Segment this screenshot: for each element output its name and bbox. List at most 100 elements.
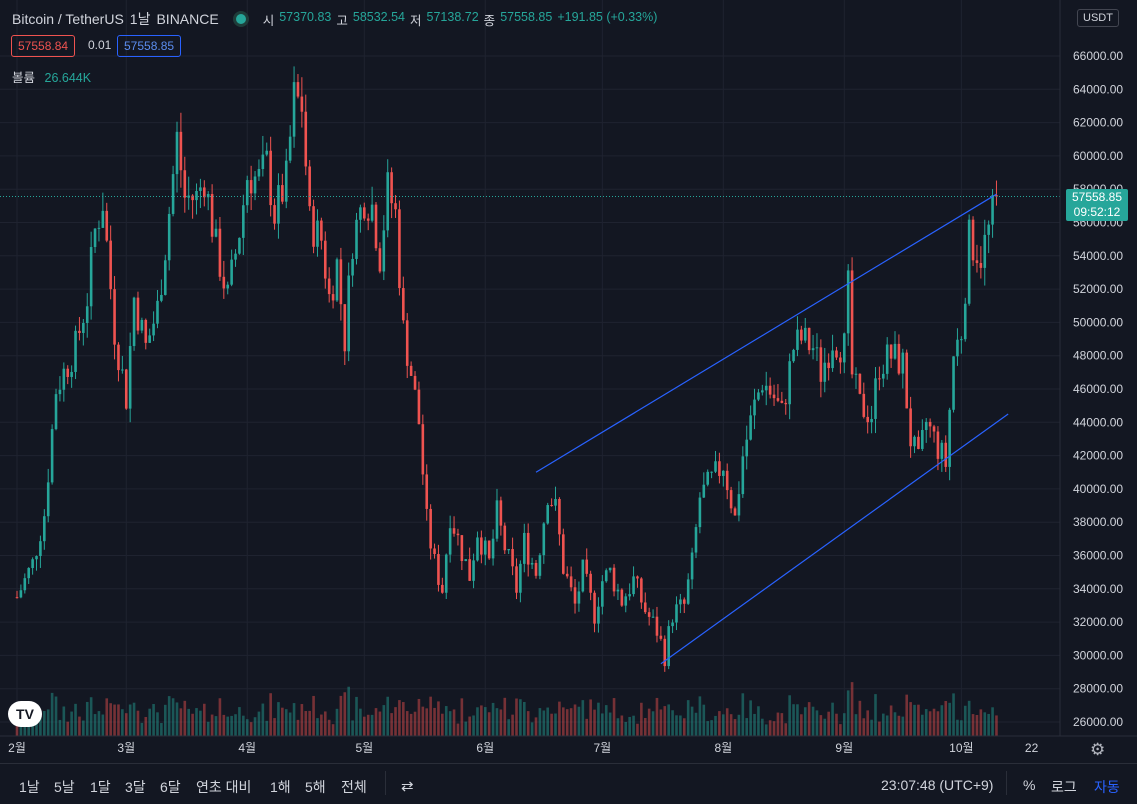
- candle-body: [522, 532, 526, 564]
- candle-body: [940, 442, 944, 459]
- candle-body: [811, 348, 815, 351]
- auto-scale-button[interactable]: 자동: [1094, 779, 1120, 795]
- candle-body: [23, 578, 27, 591]
- candle-body: [893, 343, 897, 359]
- price-chart[interactable]: 26000.00 28000.00 30000.00 32000.00 34000.00…: [0, 0, 1137, 763]
- range-button-8[interactable]: 전체: [341, 779, 367, 795]
- time-tick-label: 6월: [476, 741, 494, 755]
- price-tick-label: 36000.00: [1073, 549, 1123, 563]
- candle-body: [913, 436, 916, 447]
- candle-body: [437, 554, 440, 585]
- candle-body: [784, 402, 788, 405]
- range-button-0[interactable]: 1날: [19, 779, 40, 795]
- candle-body: [792, 349, 795, 362]
- candle-body: [702, 484, 706, 498]
- percent-scale-button[interactable]: %: [1023, 777, 1036, 793]
- volume-bar: [870, 719, 873, 736]
- candle-body: [565, 573, 569, 577]
- volume-bar: [140, 722, 144, 736]
- candle-body: [874, 378, 877, 419]
- volume-bar: [452, 709, 456, 736]
- volume-bar: [788, 695, 791, 736]
- volume-bar: [320, 714, 323, 736]
- volume-bar: [382, 705, 386, 736]
- high-value: 58532.54: [352, 9, 406, 24]
- volume-bar: [363, 716, 366, 736]
- candle-body: [585, 559, 589, 574]
- volume-legend[interactable]: 볼륨 26.644K: [12, 67, 91, 86]
- volume-bar: [480, 705, 483, 736]
- range-button-6[interactable]: 1해: [270, 779, 291, 795]
- volume-bar: [757, 706, 760, 736]
- log-scale-button[interactable]: 로그: [1051, 779, 1077, 795]
- candle-body: [534, 562, 538, 576]
- price-tick-label: 66000.00: [1073, 49, 1123, 63]
- volume-bar: [58, 719, 62, 736]
- trend-line-channel-lower[interactable]: [660, 413, 1009, 665]
- volume-bar: [394, 707, 397, 736]
- candle-body: [753, 399, 756, 416]
- volume-bar: [772, 721, 776, 736]
- low-value: 57138.72: [426, 9, 479, 24]
- volume-bar: [437, 701, 440, 736]
- volume-bar: [226, 716, 230, 736]
- candle-body: [105, 210, 109, 241]
- candle-body: [749, 415, 752, 440]
- candle-body: [113, 289, 116, 345]
- candle-body: [117, 344, 120, 371]
- currency-button[interactable]: USDT: [1077, 9, 1119, 27]
- candle-body: [800, 329, 803, 341]
- candle-body: [300, 96, 304, 112]
- volume-histogram: [15, 682, 998, 736]
- volume-bar: [944, 701, 948, 736]
- volume-bar: [562, 707, 565, 736]
- candle-body: [140, 319, 144, 331]
- candle-body: [987, 224, 990, 235]
- gear-icon[interactable]: ⚙: [1090, 740, 1106, 759]
- compare-icon[interactable]: ⇄: [401, 778, 414, 795]
- candle-body: [640, 578, 643, 603]
- range-button-1[interactable]: 5날: [54, 779, 75, 795]
- range-button-4[interactable]: 6달: [160, 779, 181, 795]
- range-button-3[interactable]: 3달: [125, 779, 146, 795]
- symbol-header[interactable]: Bitcoin / TetherUS 1날 BINANCE 시 57370.83 …: [12, 9, 657, 29]
- candle-body: [495, 500, 499, 539]
- volume-bar: [144, 717, 148, 736]
- ohlc-values: 시 57370.83 고 58532.54 저 57138.72 종 57558.85 …: [263, 10, 658, 29]
- candle-body: [402, 288, 405, 321]
- range-button-5[interactable]: 연초 대비: [196, 779, 252, 795]
- clock-timezone[interactable]: 23:07:48 (UTC+9): [881, 777, 994, 793]
- sell-button[interactable]: 57558.84: [11, 35, 76, 57]
- volume-bar: [671, 710, 674, 736]
- interval-label[interactable]: 1날: [129, 11, 151, 27]
- range-button-7[interactable]: 5해: [305, 779, 326, 795]
- volume-bar: [616, 718, 620, 736]
- candle-body: [277, 185, 280, 224]
- tradingview-logo[interactable]: TV: [8, 701, 42, 727]
- volume-bar: [304, 711, 308, 736]
- volume-bar: [117, 704, 120, 736]
- buy-button[interactable]: 57558.85: [117, 35, 182, 57]
- volume-bar: [659, 709, 663, 736]
- volume-label: 볼륨: [12, 71, 36, 85]
- candle-body: [956, 339, 959, 357]
- volume-bar: [612, 698, 616, 736]
- trend-line-channel-upper[interactable]: [535, 193, 997, 473]
- volume-bar: [979, 709, 983, 736]
- range-button-2[interactable]: 1달: [90, 779, 111, 795]
- volume-bar: [359, 708, 362, 736]
- volume-bar: [800, 714, 803, 736]
- volume-bar: [854, 714, 858, 736]
- candle-body: [288, 136, 292, 161]
- volume-bar: [89, 697, 93, 736]
- price-tick-label: 52000.00: [1073, 282, 1123, 296]
- volume-bar: [667, 704, 670, 736]
- candle-body: [612, 567, 616, 592]
- low-label: 저: [410, 13, 422, 28]
- volume-bar: [343, 692, 347, 736]
- candle-body: [425, 474, 429, 509]
- candle-body: [398, 209, 401, 289]
- candle-body: [335, 259, 339, 301]
- symbol-name[interactable]: Bitcoin / TetherUS: [12, 11, 124, 27]
- volume-bar: [82, 720, 85, 736]
